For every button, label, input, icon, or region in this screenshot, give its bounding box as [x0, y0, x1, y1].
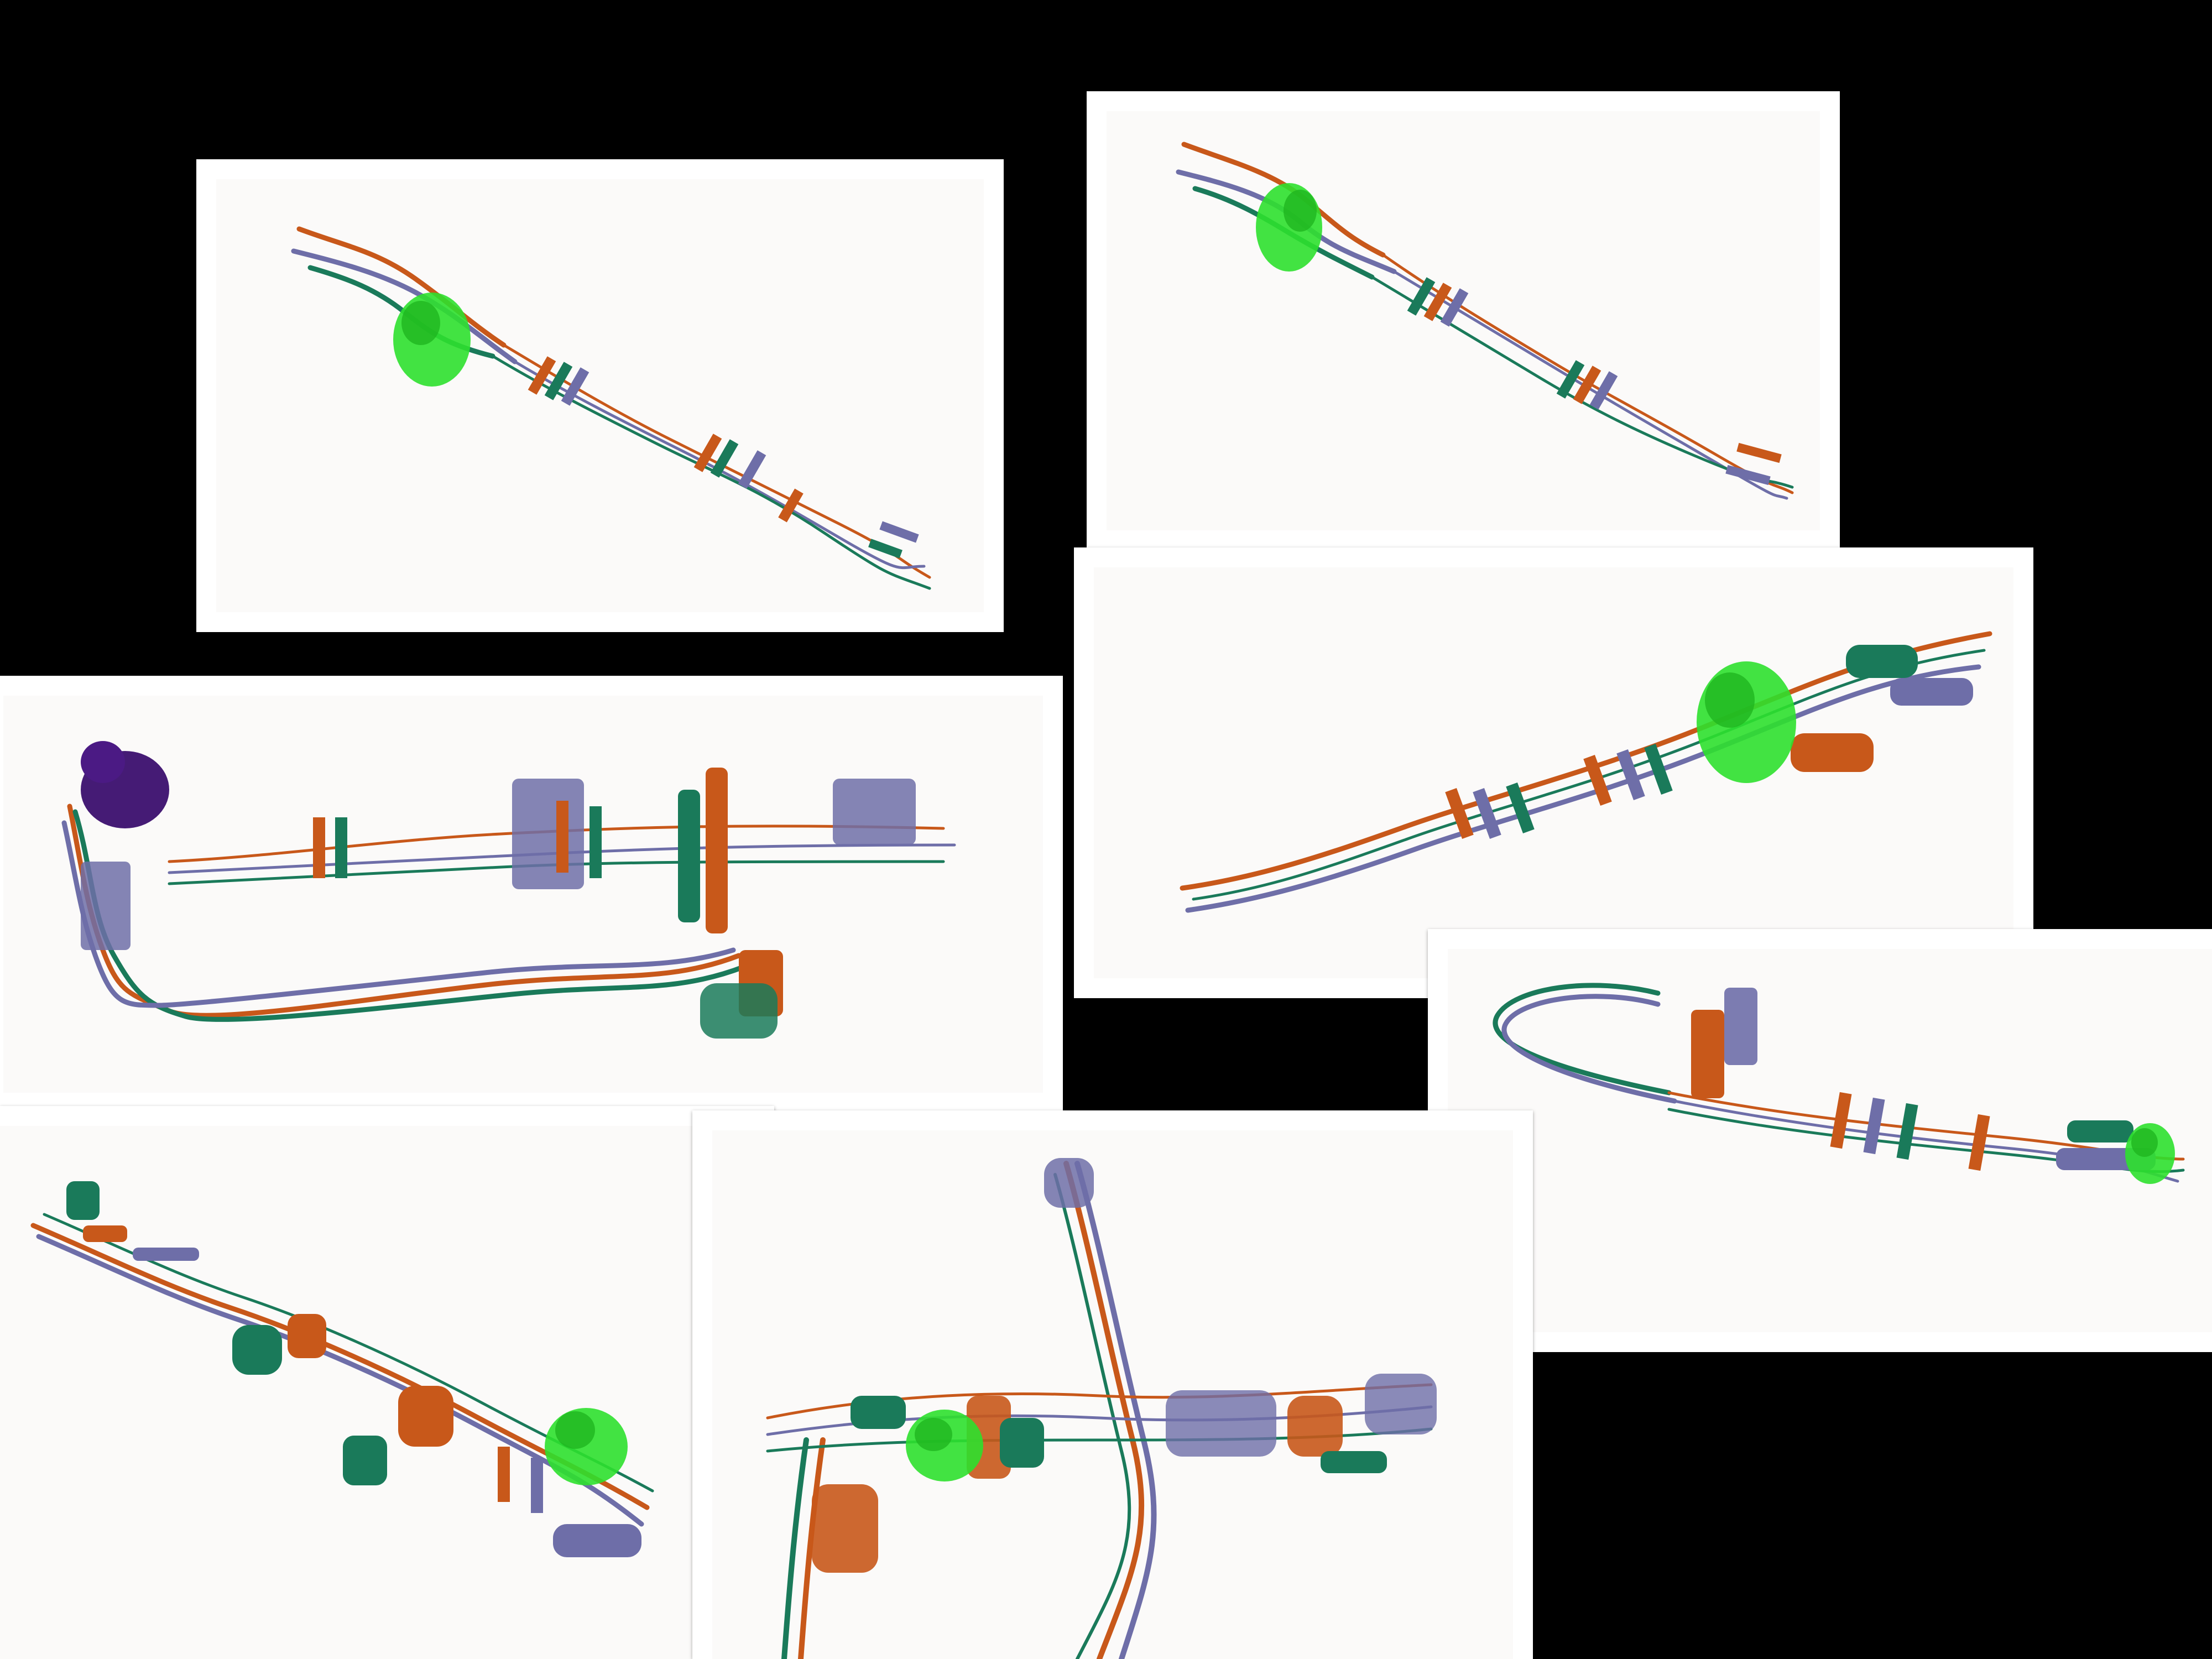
structure-panel-7 [692, 1110, 1533, 1659]
structure-view-7 [712, 1130, 1513, 1659]
structure-panel-4 [1074, 547, 2033, 998]
structure-view-4 [1094, 567, 2013, 978]
ligand-blob-1 [393, 293, 471, 387]
structure-panel-3 [0, 676, 1063, 1113]
protein-structure-1 [291, 226, 931, 590]
protein-structure-7 [766, 1158, 1437, 1659]
ligand-blob-3 [81, 741, 169, 828]
ligand-blob-5 [2125, 1123, 2175, 1184]
structure-panel-6 [0, 1106, 774, 1659]
protein-structure-4 [1180, 631, 1992, 913]
structure-panel-2 [1087, 91, 1840, 550]
structure-panel-1 [196, 159, 1004, 632]
structure-view-5 [1448, 949, 2212, 1332]
structure-view-6 [0, 1126, 754, 1659]
structure-view-3 [3, 696, 1043, 1093]
ligand-blob-6 [545, 1408, 628, 1485]
protein-structure-6 [30, 1181, 654, 1557]
protein-structure-5 [1493, 983, 2185, 1184]
structure-view-1 [216, 179, 984, 612]
protein-structure-2 [1176, 142, 1794, 500]
structure-view-2 [1107, 111, 1820, 530]
protein-structure-3 [61, 741, 956, 1039]
ligand-blob-7 [906, 1410, 983, 1481]
ligand-blob-2 [1256, 183, 1322, 272]
ligand-blob-4 [1697, 661, 1796, 783]
structure-panel-5 [1428, 929, 2212, 1352]
